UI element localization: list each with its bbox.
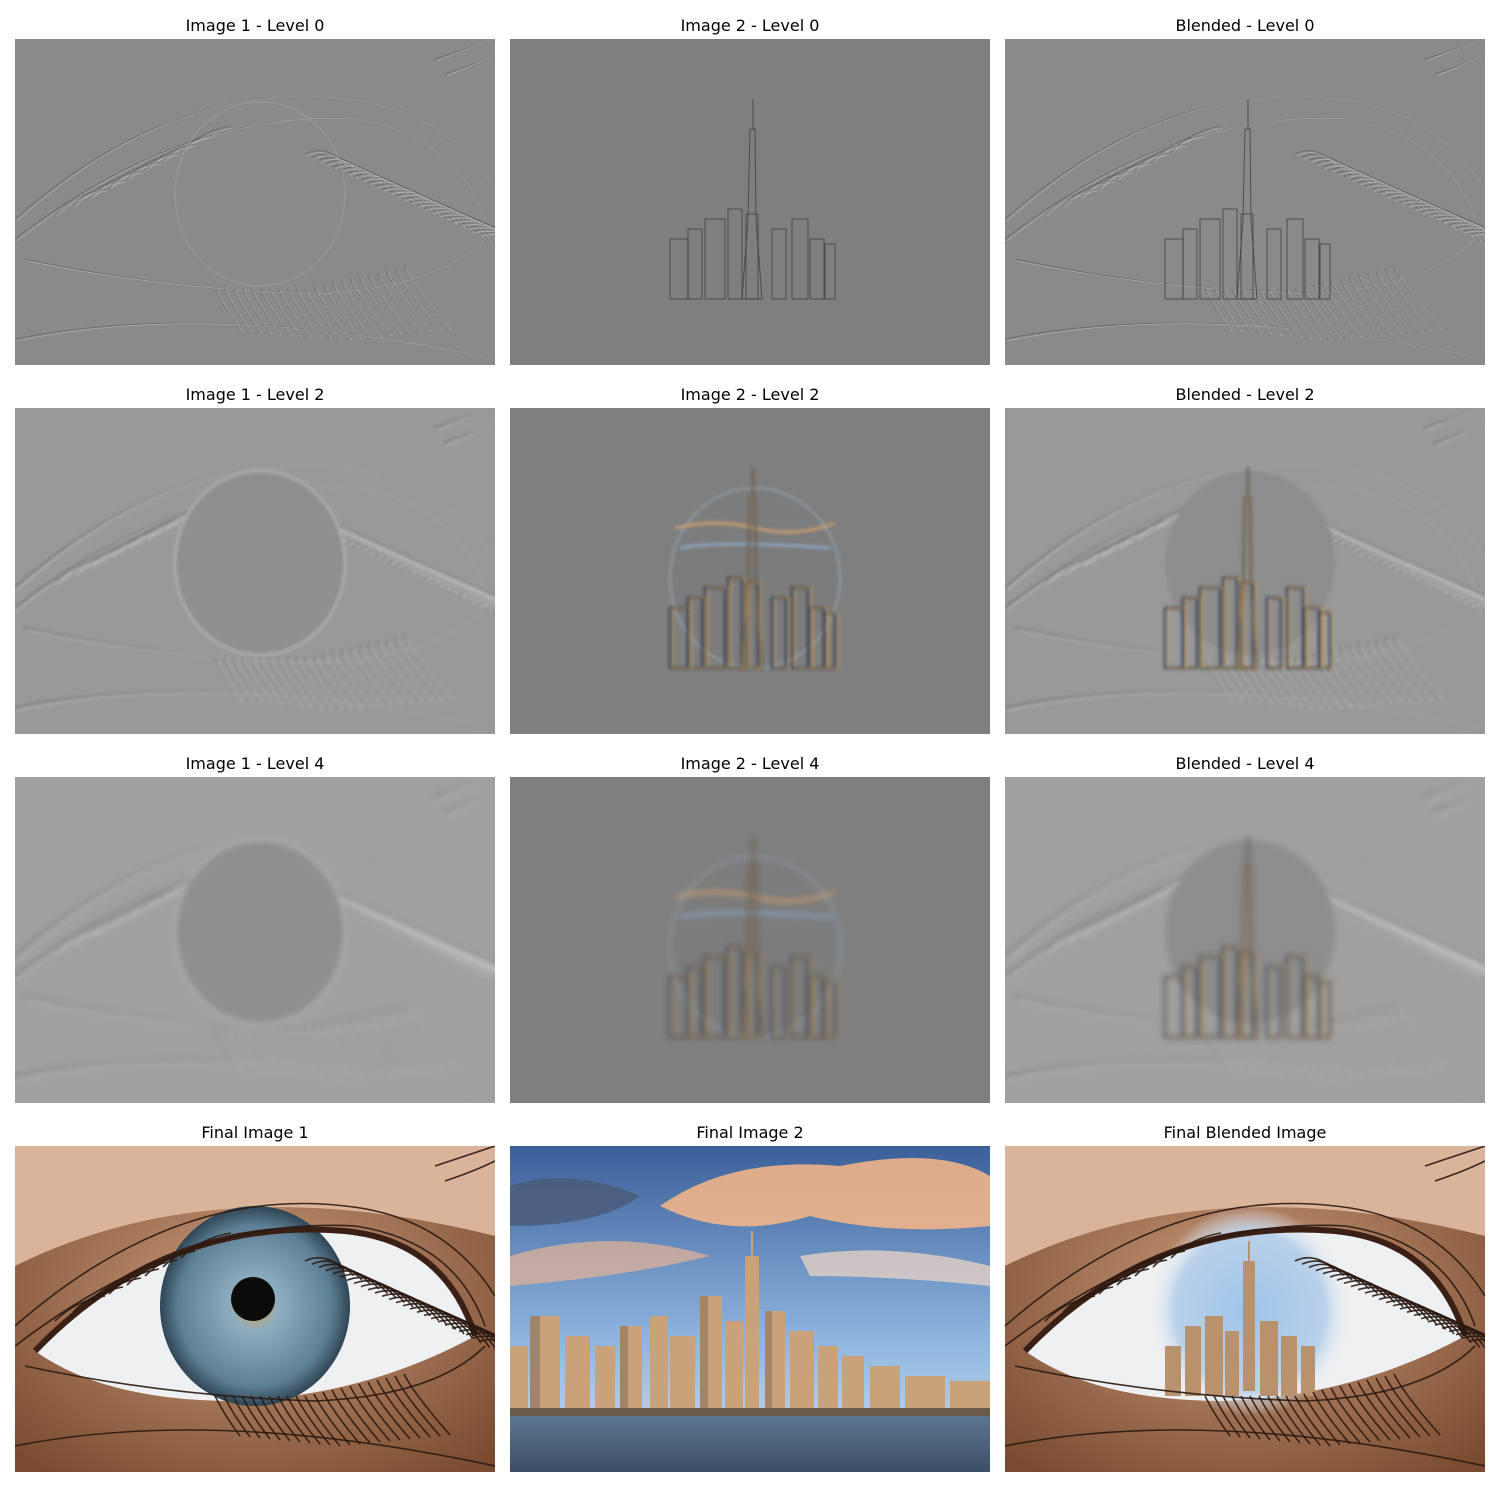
panel-title: Image 2 - Level 0 bbox=[680, 16, 820, 35]
panel-title: Blended - Level 0 bbox=[1175, 16, 1315, 35]
panel-title: Image 2 - Level 4 bbox=[680, 754, 820, 773]
laplacian-image bbox=[510, 777, 990, 1103]
laplacian-image bbox=[510, 39, 990, 365]
laplacian-image bbox=[15, 777, 495, 1103]
eye-photo bbox=[15, 1146, 495, 1472]
panel-title: Final Image 1 bbox=[201, 1123, 309, 1142]
laplacian-image bbox=[1005, 39, 1485, 365]
laplacian-image bbox=[1005, 777, 1485, 1103]
panel-title: Blended - Level 2 bbox=[1175, 385, 1315, 404]
panel-title: Final Blended Image bbox=[1163, 1123, 1327, 1142]
city-skyline-photo bbox=[510, 1146, 990, 1472]
laplacian-image bbox=[15, 39, 495, 365]
panel-title: Image 1 - Level 4 bbox=[185, 754, 325, 773]
laplacian-image bbox=[510, 408, 990, 734]
laplacian-image bbox=[15, 408, 495, 734]
blended-photo bbox=[1005, 1146, 1485, 1472]
panel-title: Final Image 2 bbox=[696, 1123, 804, 1142]
panel-title: Image 1 - Level 0 bbox=[185, 16, 325, 35]
panel-title: Image 2 - Level 2 bbox=[680, 385, 820, 404]
laplacian-image bbox=[1005, 408, 1485, 734]
panel-title: Image 1 - Level 2 bbox=[185, 385, 325, 404]
panel-title: Blended - Level 4 bbox=[1175, 754, 1315, 773]
